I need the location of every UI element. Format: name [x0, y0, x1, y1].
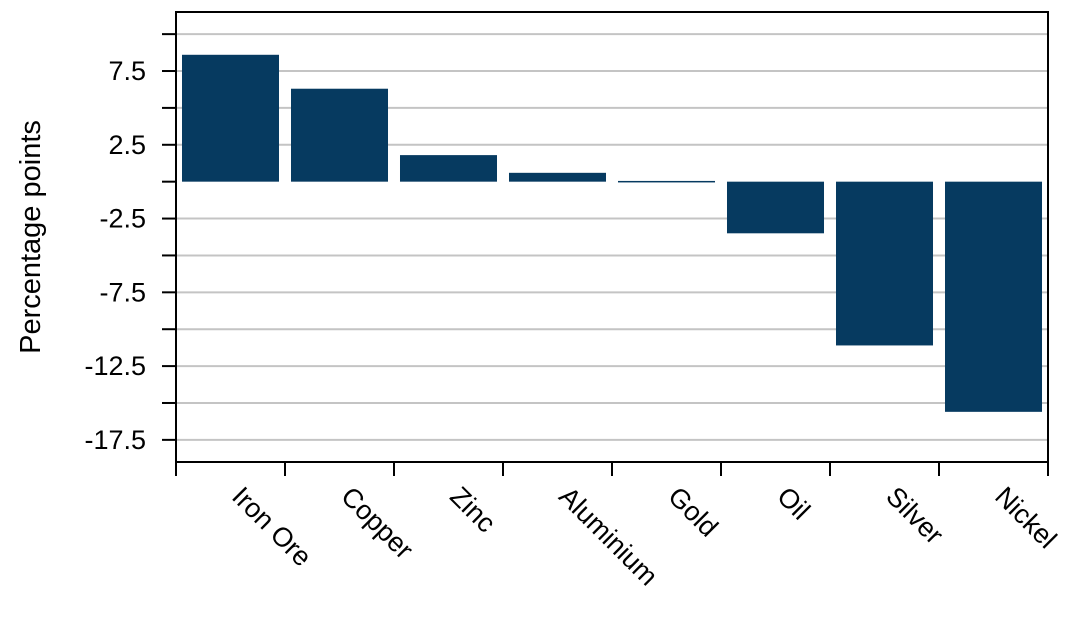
y-tick-label: -2.5 — [99, 204, 146, 234]
x-tick-label: Iron Ore — [226, 481, 317, 572]
x-tick-label: Zinc — [444, 481, 501, 538]
bar-gold — [617, 180, 716, 183]
y-axis: 7.5 2.5 -2.5 -7.5 -12.5 -17.5 — [84, 33, 176, 455]
bar-zinc — [399, 155, 498, 182]
y-tick-label: -7.5 — [99, 277, 146, 307]
y-tick-label: -17.5 — [84, 425, 146, 455]
bar-aluminium — [508, 172, 607, 182]
x-tick-label: Oil — [771, 481, 816, 526]
bar-nickel — [944, 181, 1043, 412]
bar-copper — [290, 88, 389, 182]
x-tick-label: Aluminium — [553, 481, 663, 591]
bar-iron-ore — [181, 54, 280, 182]
bar-oil — [726, 181, 825, 234]
x-tick-label: Nickel — [989, 481, 1062, 554]
y-tick-label: 7.5 — [108, 56, 146, 86]
x-tick-label: Copper — [335, 481, 419, 565]
x-tick-label: Silver — [880, 481, 949, 550]
bar-silver — [835, 181, 934, 346]
y-tick-label: 2.5 — [108, 130, 146, 160]
y-axis-title: Percentage points — [15, 120, 47, 354]
x-tick-label: Gold — [662, 481, 724, 543]
y-tick-label: -12.5 — [84, 351, 146, 381]
bars — [181, 54, 1043, 412]
